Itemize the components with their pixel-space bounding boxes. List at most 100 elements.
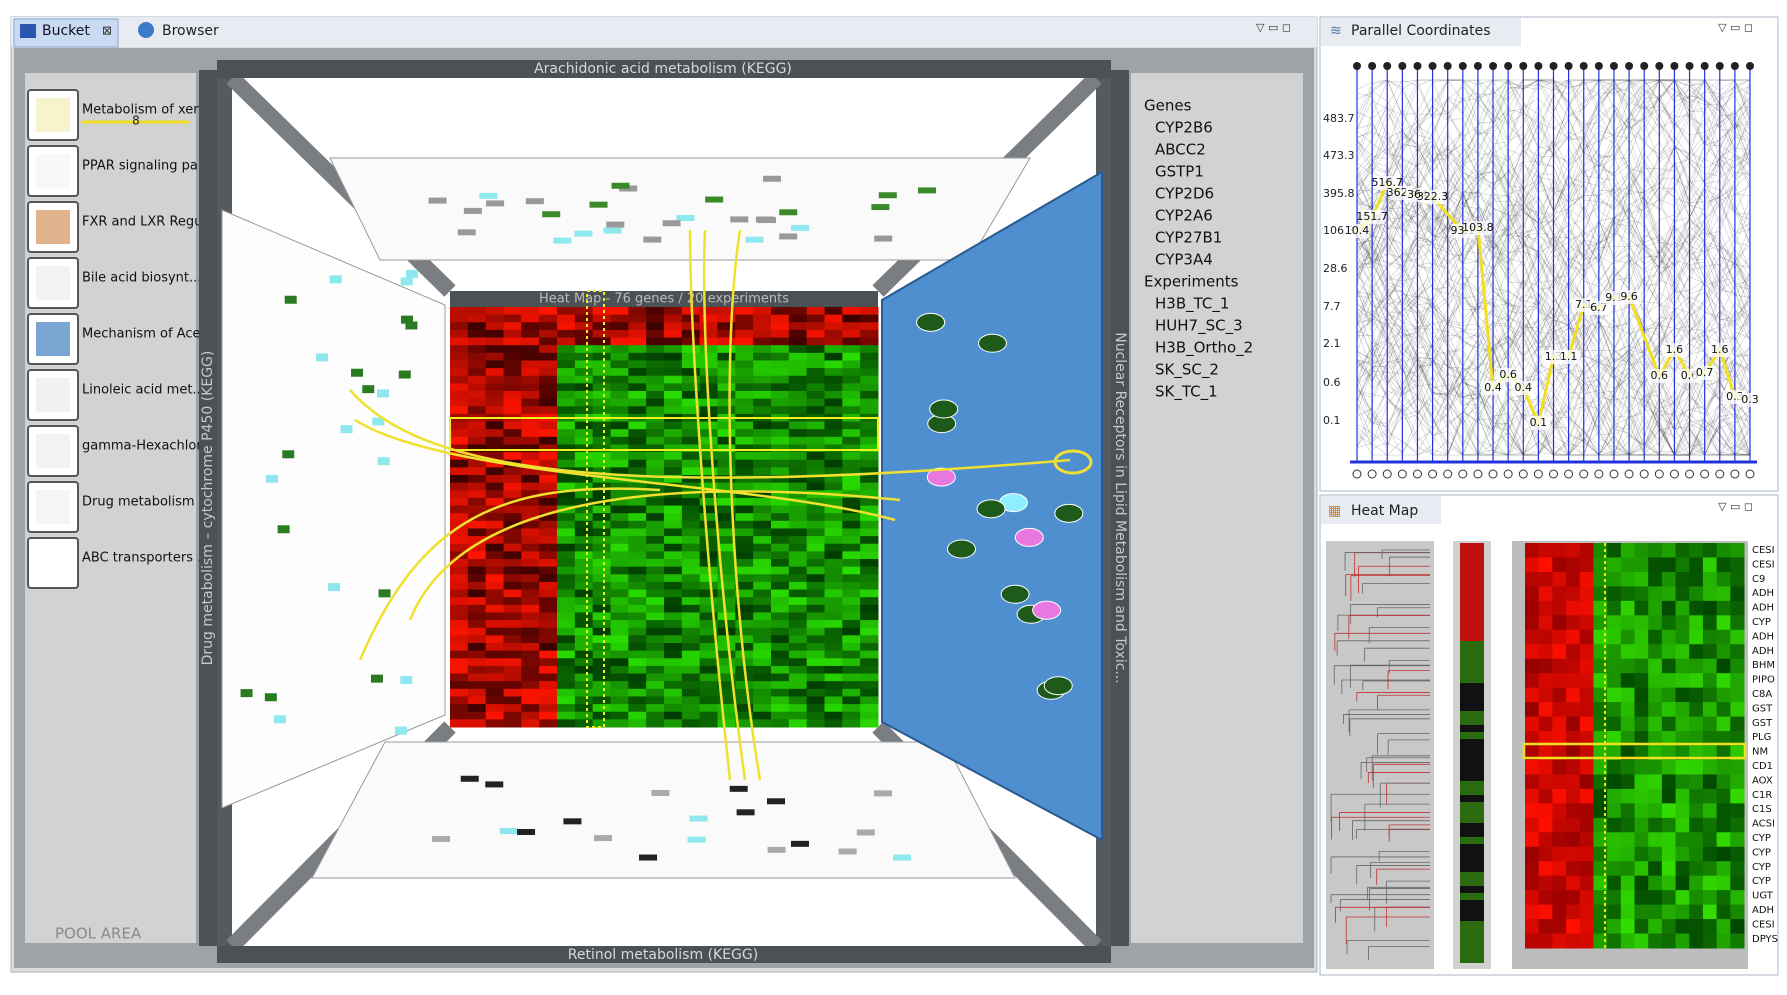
- axis-handle[interactable]: [1670, 62, 1679, 70]
- heatmap-cell: [717, 398, 736, 407]
- axis-handle[interactable]: [1745, 469, 1755, 479]
- dendrogram-branch: [1386, 880, 1430, 904]
- axis-handle[interactable]: [1609, 469, 1619, 479]
- axis-handle[interactable]: [1654, 469, 1664, 479]
- pathway-node: [976, 499, 1006, 519]
- axis-handle[interactable]: [1715, 62, 1724, 70]
- axis-handle[interactable]: [1428, 62, 1437, 70]
- axis-handle[interactable]: [1383, 62, 1392, 70]
- pathway-node: [767, 846, 786, 853]
- heatmap-cell: [681, 421, 701, 430]
- active-tab[interactable]: [1321, 496, 1441, 524]
- heatmap-cell: [628, 543, 647, 552]
- axis-handle[interactable]: [1564, 469, 1574, 479]
- axis-handle[interactable]: [1534, 62, 1543, 70]
- axis-handle[interactable]: [1730, 62, 1739, 70]
- view-menu[interactable]: ▽ ▭ ◻: [1256, 21, 1291, 34]
- active-tab[interactable]: [13, 18, 119, 48]
- axis-handle[interactable]: [1685, 62, 1694, 70]
- axis-handle[interactable]: [1503, 469, 1513, 479]
- tab-label[interactable]: Browser: [162, 23, 219, 39]
- axis-handle[interactable]: [1367, 469, 1377, 479]
- heatmap-cell: [539, 620, 558, 629]
- axis-handle[interactable]: [1579, 62, 1588, 70]
- axis-handle[interactable]: [1564, 62, 1573, 70]
- dendrogram-branch: [1367, 886, 1430, 900]
- tab-label[interactable]: Parallel Coordinates: [1351, 23, 1491, 39]
- axis-handle[interactable]: [1669, 469, 1679, 479]
- overview-cell: [1460, 809, 1484, 816]
- heatmap-cell: [557, 696, 576, 705]
- axis-handle[interactable]: [1353, 62, 1361, 70]
- axis-handle[interactable]: [1519, 62, 1528, 70]
- axis-handle[interactable]: [1473, 62, 1482, 70]
- heatmap-cell: [628, 581, 647, 591]
- axis-handle[interactable]: [1640, 62, 1649, 70]
- heatmap-cell: [1689, 571, 1704, 587]
- axis-handle[interactable]: [1549, 469, 1558, 479]
- view-menu[interactable]: ▽ ▭ ◻: [1718, 21, 1753, 34]
- axis-handle[interactable]: [1639, 469, 1649, 479]
- heatmap-cell: [753, 322, 772, 331]
- axis-handle[interactable]: [1549, 62, 1558, 70]
- axis-handle[interactable]: [1715, 469, 1725, 479]
- heatmap-cell: [646, 513, 665, 522]
- axis-handle[interactable]: [1730, 469, 1740, 479]
- axis-handle[interactable]: [1579, 469, 1589, 479]
- heatmap-cell: [717, 452, 736, 461]
- axis-handle[interactable]: [1458, 469, 1468, 479]
- axis-handle[interactable]: [1352, 469, 1362, 479]
- axis-handle[interactable]: [1488, 469, 1498, 479]
- axis-handle[interactable]: [1473, 469, 1483, 479]
- axis-handle[interactable]: [1655, 62, 1664, 70]
- view-menu[interactable]: ▽ ▭ ◻: [1718, 500, 1753, 513]
- heatmap-cell: [860, 452, 879, 461]
- row-label: CYP: [1752, 833, 1771, 844]
- overview-cell: [1460, 935, 1484, 942]
- axis-handle[interactable]: [1504, 62, 1513, 70]
- axis-handle[interactable]: [1489, 62, 1498, 70]
- axis-handle[interactable]: [1443, 62, 1452, 70]
- axis-handle[interactable]: [1428, 469, 1438, 479]
- tab-label[interactable]: Bucket: [42, 23, 90, 39]
- axis-handle[interactable]: [1397, 469, 1407, 479]
- heatmap-cell: [1634, 817, 1649, 833]
- axis-handle[interactable]: [1458, 62, 1467, 70]
- axis-handle[interactable]: [1594, 62, 1603, 70]
- heatmap-cell: [628, 574, 647, 583]
- active-tab[interactable]: [1321, 18, 1521, 46]
- heatmap-cell: [574, 406, 594, 415]
- axis-handle[interactable]: [1624, 469, 1634, 479]
- axis-handle[interactable]: [1398, 62, 1407, 70]
- axis-handle[interactable]: [1412, 469, 1422, 479]
- pathway-node: [378, 589, 391, 598]
- axis-handle[interactable]: [1700, 62, 1709, 70]
- axis-handle[interactable]: [1518, 469, 1528, 479]
- axis-handle[interactable]: [1368, 62, 1377, 70]
- heatmap-cell: [842, 643, 861, 652]
- axis-value-label: 0.6: [1323, 376, 1341, 389]
- tab-close[interactable]: ⊠: [102, 24, 112, 38]
- heatmap-cell: [628, 383, 647, 392]
- axis-handle[interactable]: [1746, 62, 1754, 70]
- axis-handle[interactable]: [1700, 469, 1710, 479]
- heatmap-cell: [521, 459, 540, 468]
- axis-handle[interactable]: [1382, 469, 1392, 479]
- axis-handle[interactable]: [1625, 62, 1634, 70]
- axis-handle[interactable]: [1533, 469, 1543, 479]
- heatmap-cell: [521, 391, 540, 400]
- heatmap-cell: [735, 337, 754, 346]
- heatmap-cell: [771, 505, 790, 514]
- heatmap-cell: [592, 620, 611, 629]
- axis-handle[interactable]: [1443, 469, 1453, 479]
- axis-handle[interactable]: [1609, 62, 1618, 70]
- heatmap-cell: [450, 513, 469, 522]
- heatmap-cell: [681, 581, 701, 591]
- heatmap-cell: [450, 536, 469, 545]
- heatmap-cell: [735, 307, 754, 316]
- axis-handle[interactable]: [1413, 62, 1422, 70]
- heatmap-cell: [806, 635, 825, 644]
- axis-handle[interactable]: [1685, 469, 1695, 479]
- tab-label[interactable]: Heat Map: [1351, 503, 1418, 519]
- axis-handle[interactable]: [1594, 469, 1604, 479]
